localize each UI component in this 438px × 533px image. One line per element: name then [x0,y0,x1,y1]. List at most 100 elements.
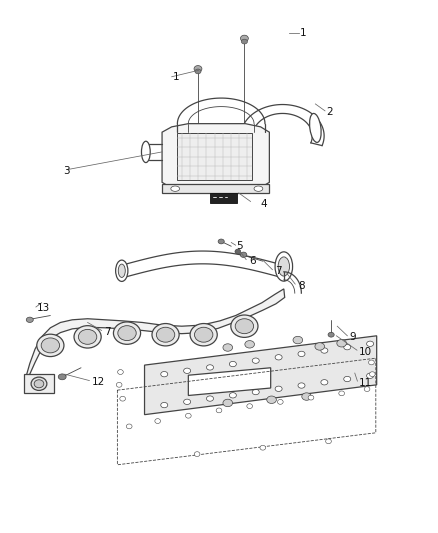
Ellipse shape [267,396,276,403]
Text: 1: 1 [300,28,307,38]
Ellipse shape [339,391,344,395]
Ellipse shape [293,336,303,344]
Ellipse shape [252,390,259,395]
Ellipse shape [321,348,328,353]
Ellipse shape [278,257,290,276]
Polygon shape [26,289,285,376]
Ellipse shape [240,35,248,42]
Polygon shape [145,336,377,415]
Ellipse shape [126,424,132,429]
Ellipse shape [118,326,136,341]
Ellipse shape [141,141,150,163]
Polygon shape [188,368,271,395]
Ellipse shape [245,341,254,348]
Ellipse shape [302,393,311,400]
Ellipse shape [186,414,191,418]
Ellipse shape [37,334,64,357]
Ellipse shape [118,264,125,278]
Text: 3: 3 [64,166,70,175]
Ellipse shape [74,326,101,348]
Ellipse shape [326,439,331,443]
Ellipse shape [156,327,175,342]
Text: 2: 2 [326,107,333,117]
Ellipse shape [235,249,241,254]
Text: 1: 1 [173,72,180,82]
Ellipse shape [364,387,370,391]
Ellipse shape [171,186,180,191]
Polygon shape [162,124,269,188]
Ellipse shape [298,383,305,388]
Text: 7: 7 [275,266,282,276]
Ellipse shape [367,373,374,378]
Ellipse shape [184,399,191,405]
Ellipse shape [230,361,237,367]
Ellipse shape [216,408,222,413]
Ellipse shape [26,317,33,322]
Text: 4: 4 [261,199,267,208]
Ellipse shape [321,379,328,385]
Ellipse shape [194,327,213,342]
Ellipse shape [120,397,125,401]
Ellipse shape [195,69,201,74]
Ellipse shape [247,404,252,408]
Ellipse shape [117,370,124,374]
Ellipse shape [308,395,314,400]
Ellipse shape [252,358,259,364]
Ellipse shape [41,338,60,353]
Ellipse shape [275,354,282,360]
Ellipse shape [190,324,217,346]
Ellipse shape [275,252,293,281]
Ellipse shape [194,66,202,72]
Ellipse shape [367,341,374,346]
Ellipse shape [337,340,346,347]
Ellipse shape [298,351,305,357]
Ellipse shape [370,372,375,376]
Ellipse shape [344,344,351,350]
Ellipse shape [241,39,247,44]
Text: 13: 13 [37,303,50,313]
Ellipse shape [368,360,374,365]
Text: 10: 10 [359,347,372,357]
Ellipse shape [223,399,233,407]
Ellipse shape [230,393,237,398]
Text: 9: 9 [350,332,356,342]
Ellipse shape [161,372,168,377]
Ellipse shape [235,319,254,334]
Text: 6: 6 [249,256,255,266]
Ellipse shape [328,333,334,337]
Ellipse shape [184,368,191,374]
Ellipse shape [275,386,282,391]
Text: 7: 7 [104,327,111,336]
Ellipse shape [78,329,97,344]
Ellipse shape [315,343,325,350]
Text: 8: 8 [298,281,304,290]
Ellipse shape [260,446,265,450]
Ellipse shape [58,374,66,379]
Ellipse shape [161,402,168,408]
Ellipse shape [155,419,161,423]
Polygon shape [210,193,237,203]
Ellipse shape [206,396,213,401]
Ellipse shape [310,114,321,142]
Ellipse shape [117,383,122,387]
Ellipse shape [116,260,128,281]
Ellipse shape [113,322,141,344]
Polygon shape [162,184,269,193]
Ellipse shape [206,365,213,370]
Ellipse shape [34,379,44,388]
Ellipse shape [254,186,263,191]
Polygon shape [24,374,54,393]
Polygon shape [177,133,252,180]
Ellipse shape [231,315,258,337]
Ellipse shape [223,344,233,351]
Ellipse shape [344,376,351,382]
Text: 11: 11 [359,378,372,387]
Ellipse shape [218,239,224,244]
Text: 5: 5 [237,241,243,251]
Ellipse shape [152,324,179,346]
Ellipse shape [240,252,247,257]
Text: 12: 12 [92,377,105,386]
Ellipse shape [194,452,200,456]
Ellipse shape [31,377,47,390]
Ellipse shape [278,400,283,405]
